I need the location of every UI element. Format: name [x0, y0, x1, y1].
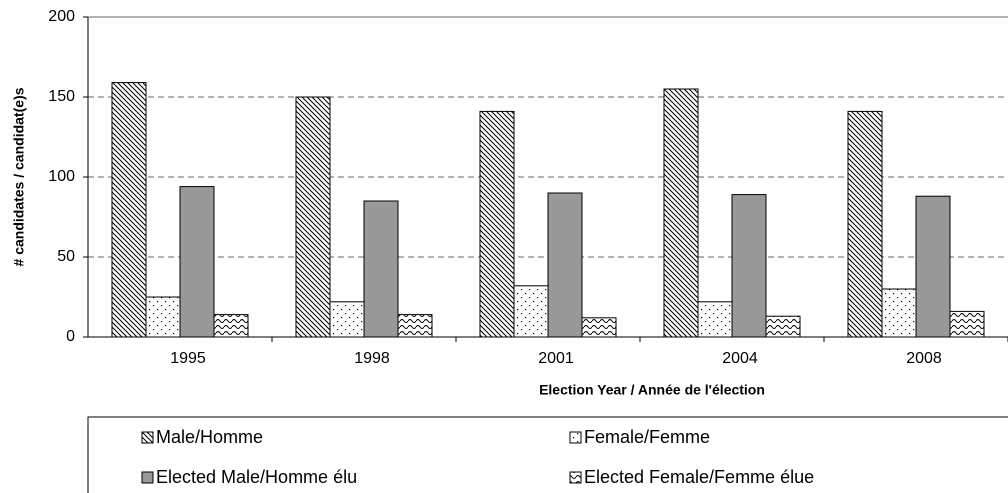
legend-swatch	[569, 471, 582, 484]
x-tick-label: 1995	[170, 350, 206, 367]
bar	[663, 88, 699, 338]
bar	[397, 314, 433, 338]
bar	[915, 195, 951, 338]
legend-box	[87, 416, 1008, 493]
legend-label: Elected Female/Femme élue	[584, 467, 814, 487]
bar	[213, 314, 249, 338]
bar	[479, 110, 515, 338]
x-tick-label: 2004	[722, 350, 758, 367]
bar	[111, 82, 147, 338]
bar	[295, 96, 331, 338]
bar	[513, 285, 549, 338]
bar	[581, 317, 617, 338]
y-tick-label: 150	[48, 88, 75, 105]
bar	[847, 110, 883, 338]
bar	[145, 296, 181, 338]
legend-swatch	[141, 471, 154, 484]
x-tick-label: 1998	[354, 350, 390, 367]
x-axis-title: Election Year / Année de l'élection	[539, 382, 765, 398]
bar	[363, 200, 399, 338]
y-tick-label: 100	[48, 168, 75, 185]
y-tick-label: 0	[66, 328, 75, 345]
bar	[547, 192, 583, 338]
x-tick-label: 2001	[538, 350, 574, 367]
y-axis-title: # candidates / candidat(e)s	[11, 87, 27, 266]
x-tick-label: 2008	[906, 350, 942, 367]
bar	[881, 288, 917, 338]
y-tick-label: 200	[48, 8, 75, 25]
bar	[329, 301, 365, 338]
legend-label: Female/Femme	[584, 427, 710, 447]
legend-swatch	[141, 431, 154, 444]
legend-swatch	[569, 431, 582, 444]
bar	[765, 315, 801, 338]
y-tick-label: 50	[57, 248, 75, 265]
bar	[697, 301, 733, 338]
bar	[731, 194, 767, 338]
legend-label: Elected Male/Homme élu	[156, 467, 357, 487]
bar	[179, 186, 215, 338]
bar	[949, 310, 985, 338]
legend-label: Male/Homme	[156, 427, 263, 447]
